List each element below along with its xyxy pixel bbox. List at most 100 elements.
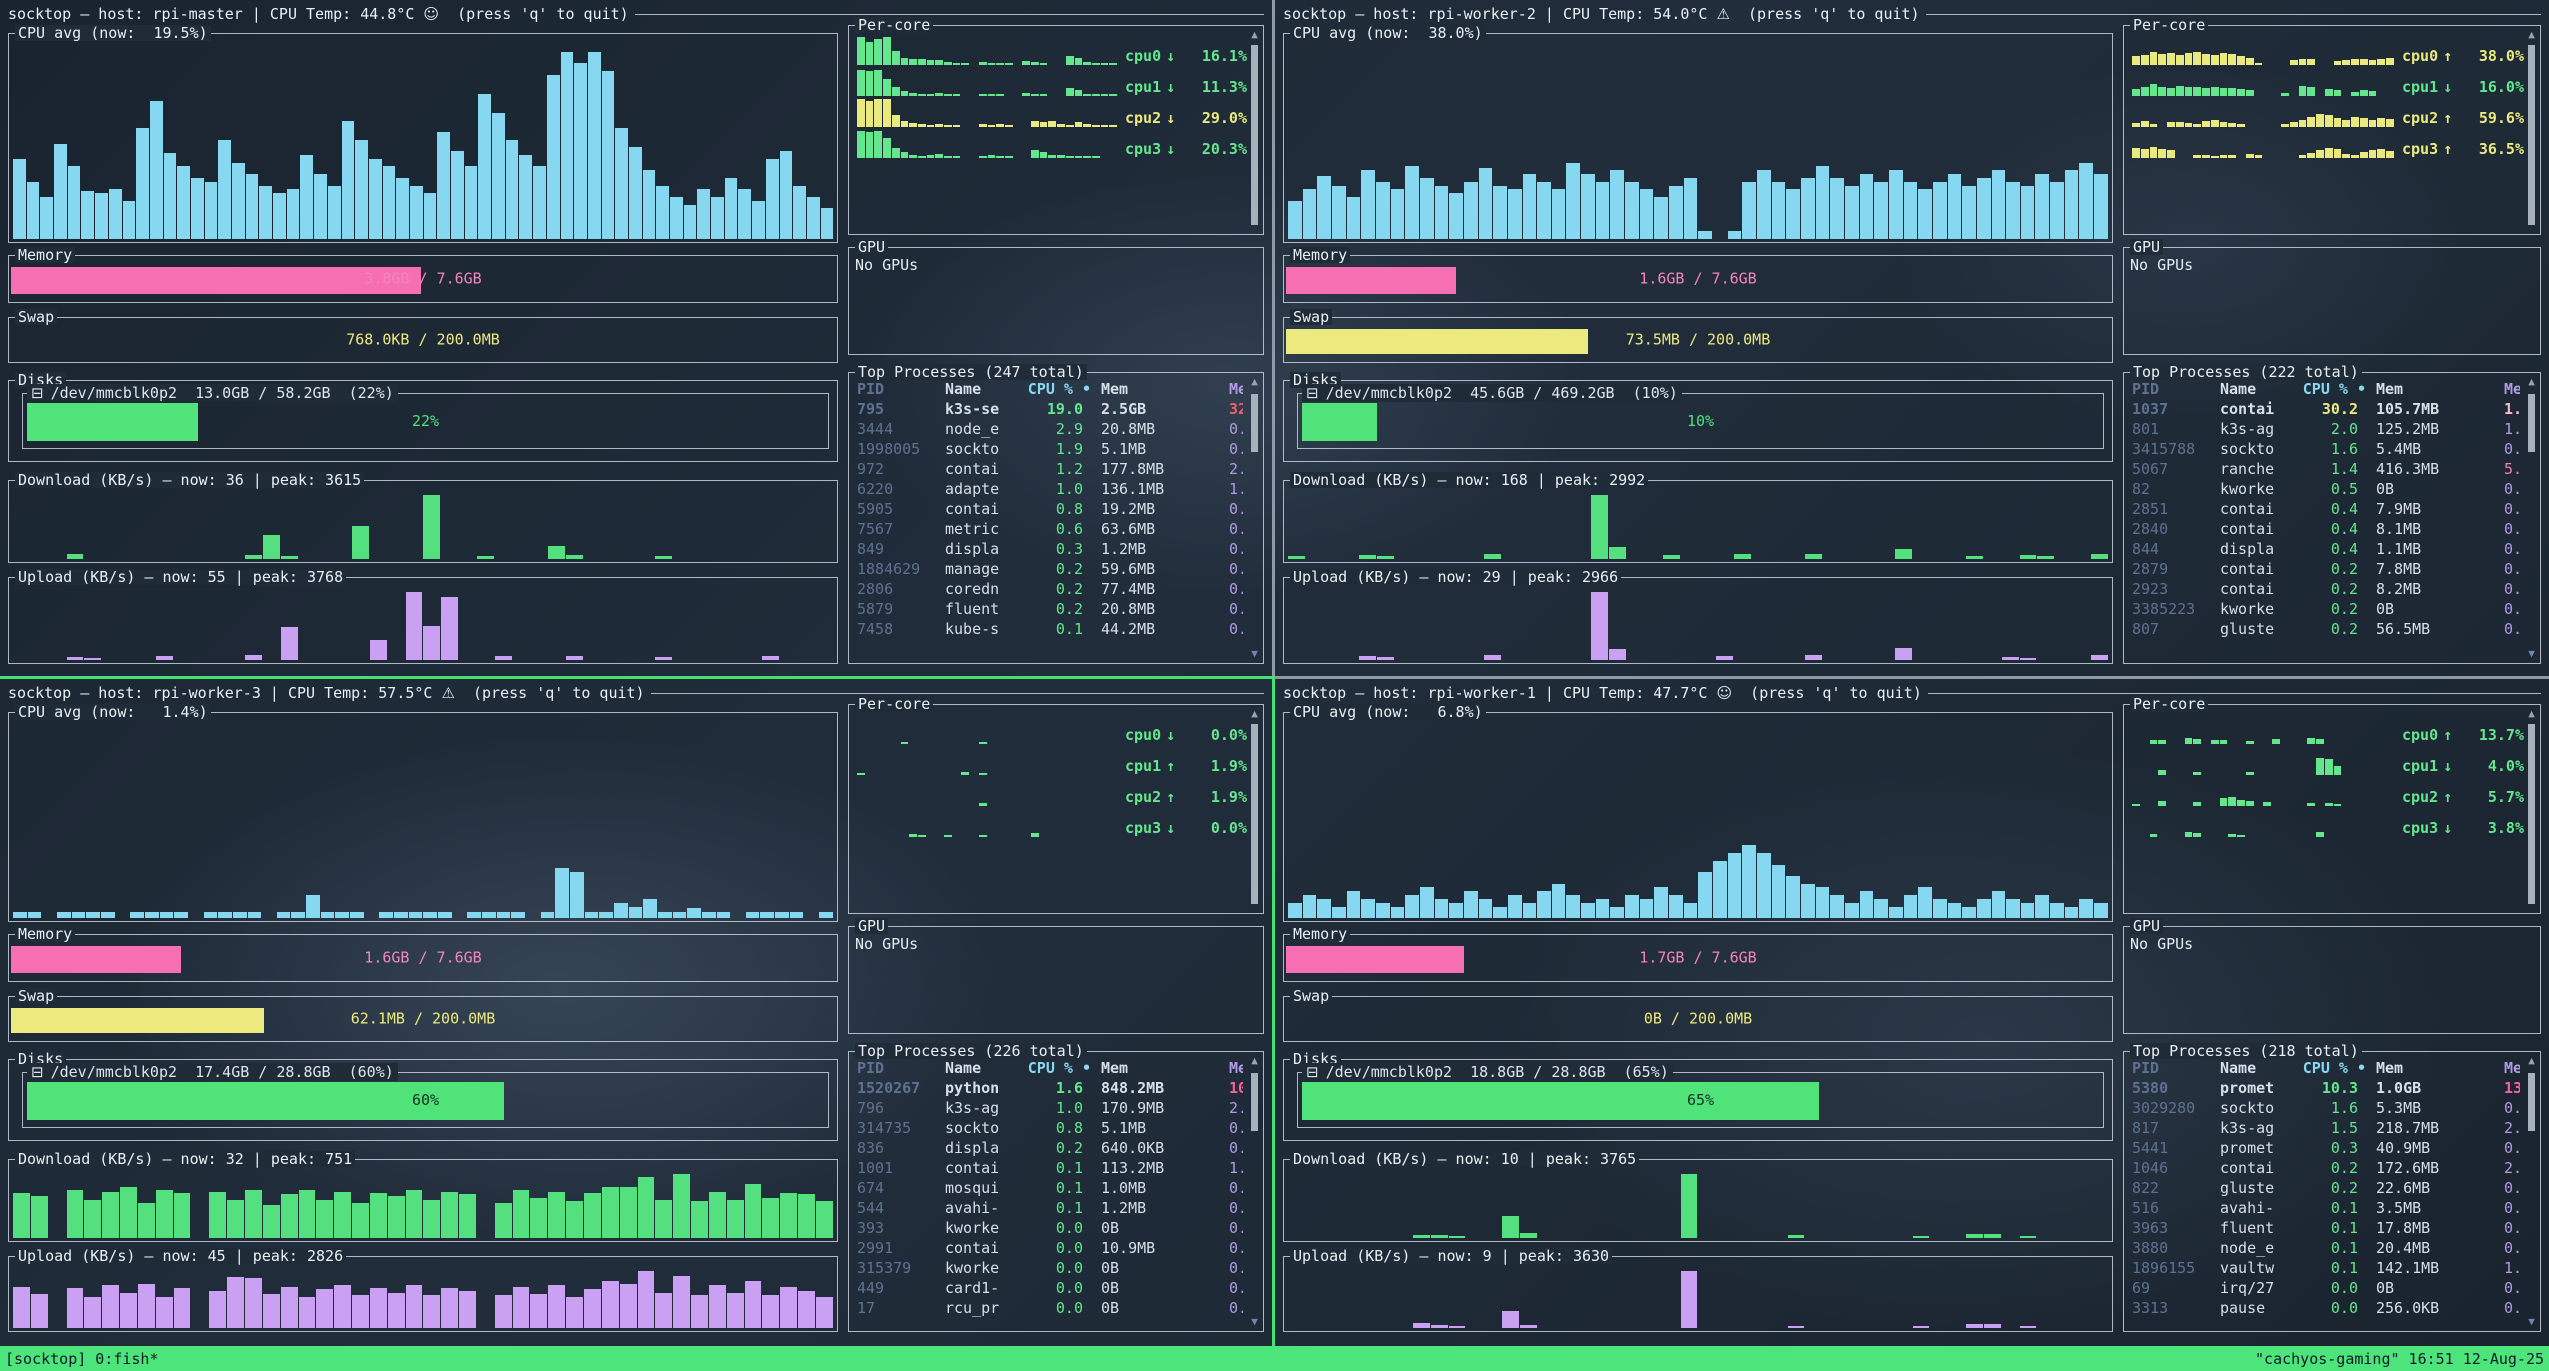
process-col-header[interactable]: Mem	[1101, 1059, 1129, 1077]
sparkline-bar	[2149, 123, 2158, 127]
sparkline-bar	[883, 78, 891, 96]
process-pid: 1896155	[2132, 1259, 2196, 1277]
sparkline-bar	[900, 120, 909, 127]
process-col-header[interactable]: Mem %	[2504, 380, 2520, 398]
scrollbar-thumb[interactable]	[1251, 724, 1258, 904]
arrow-up-icon: ↑	[2443, 726, 2453, 744]
core-label: cpu1 ↑ 1.9%	[1125, 757, 1247, 775]
process-col-header[interactable]: Mem	[2376, 1059, 2404, 1077]
scroll-up-icon[interactable]: ▲	[1251, 707, 1258, 720]
scroll-down-icon[interactable]: ▼	[2528, 1315, 2535, 1328]
scrollbar[interactable]: ▲ ▼	[1248, 1055, 1261, 1328]
process-mem: 1.0GB	[2376, 1079, 2422, 1097]
scrollbar[interactable]: ▲	[1248, 708, 1261, 910]
pane-divider-horizontal-left-active[interactable]	[0, 676, 1272, 679]
history-bar	[227, 1276, 244, 1328]
history-bar	[789, 912, 804, 918]
scrollbar-thumb[interactable]	[1251, 45, 1258, 225]
process-col-header[interactable]: PID	[2132, 380, 2160, 398]
pane-divider-vertical-top[interactable]	[1272, 0, 1275, 677]
process-col-header[interactable]: PID	[2132, 1059, 2160, 1077]
upload-chart	[13, 592, 833, 660]
scroll-up-icon[interactable]: ▲	[2528, 707, 2535, 720]
process-col-header[interactable]: Name	[2220, 1059, 2257, 1077]
process-col-header[interactable]: Mem %	[2504, 1059, 2520, 1077]
process-col-header[interactable]: CPU % •	[2302, 380, 2366, 398]
process-mem: 20.8MB	[1101, 600, 1156, 618]
memory-panel: Memory 1.6GB / 7.6GB	[1283, 247, 2113, 303]
history-bar	[1581, 174, 1595, 239]
history-bar	[218, 912, 232, 918]
scrollbar-thumb[interactable]	[1251, 1073, 1258, 1131]
process-col-header[interactable]: CPU % •	[1027, 1059, 1091, 1077]
process-col-header[interactable]: Mem	[1101, 380, 1129, 398]
history-bar	[84, 1199, 102, 1238]
process-mem: 136.1MB	[1101, 480, 1165, 498]
process-mem-pct: 13.14%	[2504, 1079, 2520, 1097]
process-col-header[interactable]: Mem	[2376, 380, 2404, 398]
scrollbar[interactable]: ▲	[2525, 29, 2538, 231]
history-bar	[423, 626, 441, 660]
window-item-fish[interactable]: 0:fish*	[95, 1349, 159, 1368]
history-bar	[86, 912, 100, 918]
process-pid: 1884629	[857, 560, 921, 578]
history-bar	[548, 1191, 566, 1238]
scrollbar[interactable]: ▲	[2525, 708, 2538, 910]
scroll-up-icon[interactable]: ▲	[2528, 28, 2535, 41]
scroll-down-icon[interactable]: ▼	[2528, 647, 2535, 660]
history-bar	[697, 189, 711, 239]
process-col-header[interactable]: CPU % •	[1027, 380, 1091, 398]
scroll-up-icon[interactable]: ▲	[1251, 28, 1258, 41]
disk-partition-label: ⊟ /dev/mmcblk0p2 45.6GB / 469.2GB (10%)	[1302, 384, 1682, 402]
scroll-up-icon[interactable]: ▲	[2528, 375, 2535, 388]
core-value: 4.0%	[2478, 757, 2524, 775]
scrollbar[interactable]: ▲ ▼	[2525, 376, 2538, 660]
sparkline-bar	[2228, 53, 2237, 65]
history-bar	[352, 1294, 369, 1328]
scroll-up-icon[interactable]: ▲	[2528, 1054, 2535, 1067]
process-mem: 0B	[1101, 1219, 1120, 1237]
sparkline-bar	[891, 87, 900, 96]
process-mem: 218.7MB	[2376, 1119, 2440, 1137]
scroll-down-icon[interactable]: ▼	[1251, 1315, 1258, 1328]
scrollbar[interactable]: ▲ ▼	[1248, 376, 1261, 660]
memory-panel-label: Memory	[15, 926, 76, 942]
process-mem-pct: 0.04%	[2504, 1199, 2520, 1217]
scrollbar-thumb[interactable]	[2528, 45, 2535, 225]
process-col-header[interactable]: Mem %	[1229, 380, 1243, 398]
scrollbar[interactable]: ▲ ▼	[2525, 1055, 2538, 1328]
scrollbar-thumb[interactable]	[2528, 724, 2535, 904]
process-col-header[interactable]: Name	[2220, 380, 2257, 398]
process-col-header[interactable]: Name	[945, 380, 982, 398]
history-bar	[673, 1174, 691, 1238]
sparkline-bar	[2219, 87, 2228, 96]
sparkline-bar	[2167, 87, 2175, 96]
pane-title-text: socktop – host: rpi-worker-2 | CPU Temp:…	[1283, 5, 1717, 23]
scrollbar-thumb[interactable]	[1251, 394, 1258, 452]
process-name: displa	[945, 1139, 1000, 1157]
history-bar	[1698, 872, 1713, 918]
process-col-header[interactable]: CPU % •	[2302, 1059, 2366, 1077]
history-bar	[352, 525, 369, 559]
pane-divider-horizontal-right[interactable]	[1275, 676, 2549, 679]
scrollbar-thumb[interactable]	[2528, 1073, 2535, 1131]
process-pid: 844	[2132, 540, 2160, 558]
scroll-down-icon[interactable]: ▼	[1251, 647, 1258, 660]
scrollbar[interactable]: ▲	[1248, 29, 1261, 231]
pane-divider-vertical-bottom-active[interactable]	[1272, 676, 1275, 1346]
scroll-up-icon[interactable]: ▲	[1251, 375, 1258, 388]
process-col-header[interactable]: PID	[857, 380, 885, 398]
process-col-header[interactable]: Name	[945, 1059, 982, 1077]
scrollbar-thumb[interactable]	[2528, 394, 2535, 452]
process-cpu: 1.0	[1055, 1099, 1083, 1117]
process-col-header[interactable]: Mem %	[1229, 1059, 1243, 1077]
history-bar	[724, 177, 738, 239]
disk-usage: 13.0GB / 58.2GB	[177, 384, 331, 402]
scroll-up-icon[interactable]: ▲	[1251, 1054, 1258, 1067]
sparkline-bar	[2359, 59, 2368, 65]
history-bar	[382, 166, 396, 239]
history-bar	[56, 912, 71, 918]
process-col-header[interactable]: PID	[857, 1059, 885, 1077]
sparkline-bar	[2132, 122, 2140, 127]
sparkline-bar	[2202, 53, 2210, 65]
